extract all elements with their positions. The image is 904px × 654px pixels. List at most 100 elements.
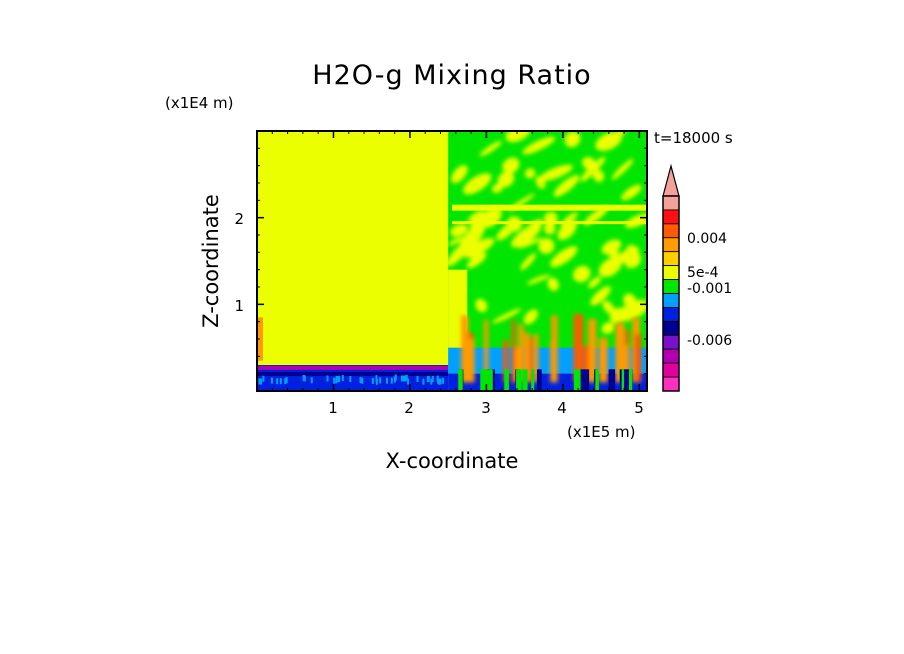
low-left-spike xyxy=(405,374,408,381)
mixed-streak xyxy=(611,158,634,180)
colorbar-frame xyxy=(662,195,680,392)
plot-frame xyxy=(256,130,648,392)
low-left-spike xyxy=(302,374,305,381)
low-left-spike xyxy=(303,375,306,382)
mixed-streak xyxy=(467,210,484,223)
surface-spike xyxy=(522,369,528,391)
colorbar-swatch xyxy=(662,223,680,239)
plume xyxy=(467,338,475,383)
mixed-streak xyxy=(582,156,596,171)
plume xyxy=(573,314,583,383)
mixed-streak xyxy=(550,246,578,268)
low-left-spike xyxy=(422,378,425,385)
mixed-streak xyxy=(505,131,531,143)
surface-spike xyxy=(608,369,615,391)
plume xyxy=(599,337,608,383)
y-tick-label: 1 xyxy=(234,297,244,315)
x-tick-label: 3 xyxy=(481,399,491,417)
colorbar-label: 0.004 xyxy=(687,231,727,247)
surface-spike xyxy=(531,369,535,391)
low-left-spike xyxy=(279,378,282,385)
low-left-spike xyxy=(270,377,273,384)
region-dry-left xyxy=(257,131,449,365)
mixed-streak xyxy=(538,238,555,254)
mixed-streak xyxy=(624,252,641,269)
plume xyxy=(551,315,558,383)
low-left-spike xyxy=(400,375,403,382)
low-left-spike xyxy=(258,378,261,385)
colorbar-swatch xyxy=(662,293,680,308)
surface-spike xyxy=(624,369,629,391)
low-left-spike xyxy=(427,376,430,383)
mixed-streak xyxy=(496,222,517,241)
mixed-streak xyxy=(553,175,580,197)
mixed-streak xyxy=(463,173,492,195)
colorbar-arrow xyxy=(662,163,680,197)
mixed-streak xyxy=(601,322,615,334)
low-left-spike xyxy=(333,377,336,384)
low-left-spike xyxy=(284,378,287,385)
plume xyxy=(518,324,524,383)
mixed-streak xyxy=(523,309,538,325)
colorbar xyxy=(662,163,680,392)
low-left-spike xyxy=(402,375,405,382)
plume xyxy=(503,340,508,383)
low-left-spike xyxy=(416,376,419,383)
mixed-streak xyxy=(590,286,611,306)
heatmap-field xyxy=(257,131,647,391)
x-axis-title: X-coordinate xyxy=(386,449,519,473)
plume xyxy=(514,346,521,383)
low-left-spike xyxy=(407,378,410,385)
x-tick-label: 4 xyxy=(557,399,567,417)
surface-spike xyxy=(517,369,522,391)
low-left-spike xyxy=(359,377,362,384)
low-left-spike xyxy=(386,377,389,384)
colorbar-label: -0.006 xyxy=(687,333,732,349)
colorbar-swatch xyxy=(662,376,680,392)
mixed-streak xyxy=(518,237,543,249)
mixed-streak xyxy=(572,265,591,283)
y-axis-title: Z-coordinate xyxy=(199,194,223,328)
mixed-streaks xyxy=(446,131,647,335)
low-left-spike xyxy=(371,377,374,384)
colorbar-swatch xyxy=(662,265,680,280)
y-tick-label: 2 xyxy=(234,210,244,228)
surface-spike xyxy=(537,369,542,391)
y-unit-label: (x1E4 m) xyxy=(165,94,234,112)
mixed-streak xyxy=(459,223,485,252)
mixed-streak xyxy=(592,169,605,183)
low-left-spike xyxy=(430,378,433,385)
mixed-streak xyxy=(479,140,502,157)
mixed-streak xyxy=(462,238,495,258)
mixed-streak xyxy=(511,223,542,248)
mixed-streak xyxy=(544,223,556,235)
low-left-band xyxy=(257,371,449,376)
mixed-streak xyxy=(601,239,622,255)
low-left-spike xyxy=(341,375,344,382)
surface-spike xyxy=(580,369,586,391)
mixed-streak xyxy=(448,237,464,246)
x-tick-label: 5 xyxy=(634,399,644,417)
mixed-streak xyxy=(609,247,640,266)
mixed-streak xyxy=(520,253,536,271)
mixed-streak xyxy=(526,274,551,285)
mixed-streak xyxy=(450,224,468,237)
colorbar-swatch xyxy=(662,251,680,267)
plume xyxy=(617,322,622,383)
colorbar-swatch xyxy=(662,362,680,378)
surface-spike xyxy=(578,369,583,391)
low-left-spike xyxy=(442,377,445,384)
low-left-spike xyxy=(393,376,396,383)
mixed-streak xyxy=(539,164,573,181)
colorbar-swatch xyxy=(662,237,680,253)
plume xyxy=(634,334,642,383)
plume xyxy=(524,332,530,383)
colorbar-label: 5e-4 xyxy=(687,265,719,281)
plume-group xyxy=(461,314,642,383)
colorbar-swatch xyxy=(662,334,680,350)
surface-spike xyxy=(516,369,520,391)
colorbar-swatch xyxy=(662,195,680,211)
mixed-streak xyxy=(588,276,602,289)
mixed-streak xyxy=(492,308,522,324)
